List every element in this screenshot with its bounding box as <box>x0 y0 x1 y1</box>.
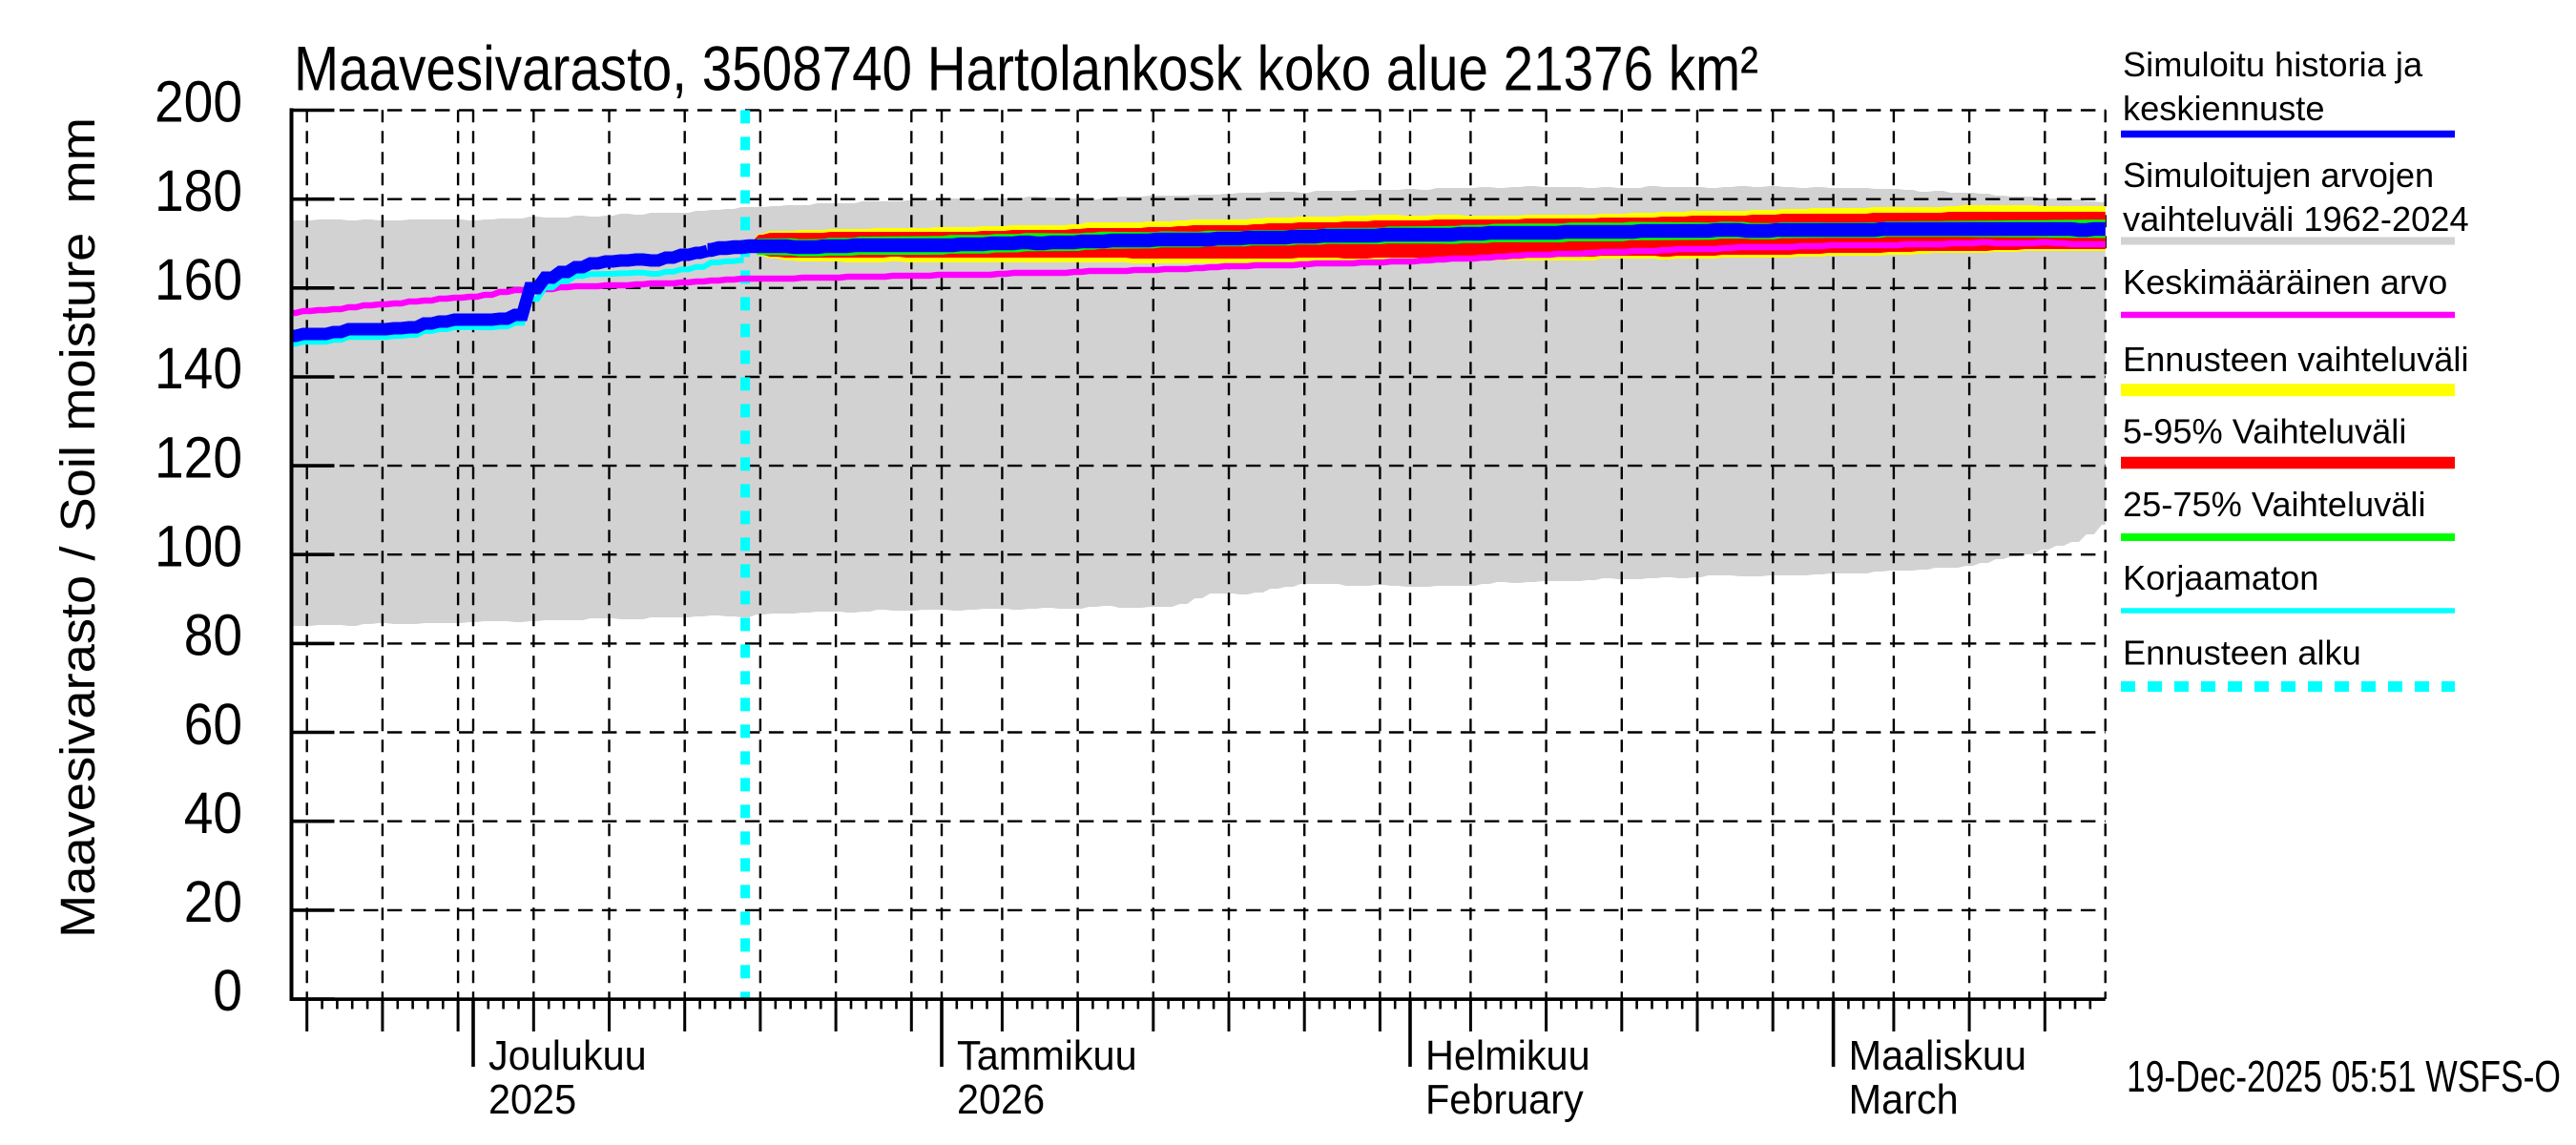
svg-text:80: 80 <box>184 603 242 668</box>
svg-text:180: 180 <box>155 158 242 223</box>
svg-text:March: March <box>1849 1077 1959 1123</box>
svg-text:keskiennuste: keskiennuste <box>2123 89 2325 128</box>
svg-text:Tammikuu: Tammikuu <box>957 1033 1137 1079</box>
svg-text:60: 60 <box>184 692 242 757</box>
svg-text:2026: 2026 <box>957 1077 1045 1123</box>
svg-text:2025: 2025 <box>488 1077 576 1123</box>
svg-text:Simuloitujen arvojen: Simuloitujen arvojen <box>2123 156 2434 195</box>
svg-text:19-Dec-2025 05:51 WSFS-O: 19-Dec-2025 05:51 WSFS-O <box>2127 1051 2561 1101</box>
svg-text:Joulukuu: Joulukuu <box>488 1033 647 1079</box>
svg-text:February: February <box>1425 1077 1584 1123</box>
svg-text:Korjaamaton: Korjaamaton <box>2123 558 2318 597</box>
svg-text:Keskimääräinen arvo: Keskimääräinen arvo <box>2123 262 2447 302</box>
svg-text:200: 200 <box>155 70 242 135</box>
svg-text:0: 0 <box>213 958 242 1023</box>
svg-text:Maavesivarasto / Soil moisture: Maavesivarasto / Soil moisture mm <box>51 117 105 938</box>
svg-text:25-75% Vaihteluväli: 25-75% Vaihteluväli <box>2123 485 2426 524</box>
svg-text:Simuloitu historia ja: Simuloitu historia ja <box>2123 45 2423 84</box>
svg-text:Helmikuu: Helmikuu <box>1425 1033 1590 1079</box>
svg-text:Ennusteen alku: Ennusteen alku <box>2123 633 2361 672</box>
svg-text:20: 20 <box>184 869 242 934</box>
svg-text:vaihteluväli 1962-2024: vaihteluväli 1962-2024 <box>2123 199 2469 239</box>
svg-text:Ennusteen vaihteluväli: Ennusteen vaihteluväli <box>2123 340 2469 379</box>
svg-text:40: 40 <box>184 781 242 845</box>
svg-text:140: 140 <box>155 336 242 401</box>
svg-text:Maavesivarasto, 3508740 Hartol: Maavesivarasto, 3508740 Hartolankosk kok… <box>294 32 1758 103</box>
svg-text:160: 160 <box>155 247 242 312</box>
svg-text:5-95% Vaihteluväli: 5-95% Vaihteluväli <box>2123 411 2406 450</box>
svg-text:120: 120 <box>155 425 242 489</box>
svg-text:Maaliskuu: Maaliskuu <box>1849 1033 2026 1079</box>
svg-text:100: 100 <box>155 514 242 579</box>
